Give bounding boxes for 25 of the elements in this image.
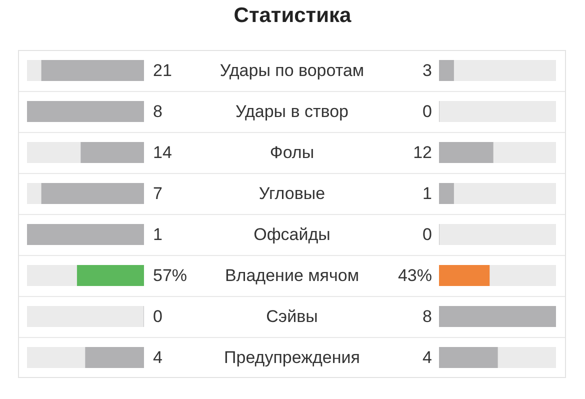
data-label: 12 (413, 142, 432, 163)
category-label: Сэйвы (265, 306, 319, 327)
data-label: 0 (422, 101, 432, 122)
data-label: 21 (153, 60, 172, 81)
data-label: 1 (153, 224, 162, 245)
data-label: 14 (153, 142, 172, 163)
data-label: 3 (422, 60, 432, 81)
data-label: 1 (422, 183, 432, 204)
data-label: 0 (153, 306, 162, 327)
category-label: Фолы (270, 143, 314, 162)
data-label: 43% (398, 265, 432, 286)
category-label: Угловые (258, 183, 326, 204)
data-label: 8 (422, 306, 432, 327)
category-label: Владение мячом (224, 266, 360, 285)
data-label: 8 (153, 101, 162, 122)
data-label: 4 (422, 347, 432, 368)
data-label: 0 (422, 224, 432, 245)
category-label: Офсайды (252, 224, 332, 245)
data-label: 4 (153, 347, 162, 368)
category-label: Удары по воротам (220, 61, 364, 80)
category-label: Предупреждения (223, 347, 361, 368)
text: Статистика (232, 4, 352, 28)
category-label: Удары в створ (234, 101, 350, 122)
data-label: 7 (153, 183, 162, 204)
data-label: 57% (153, 265, 188, 286)
